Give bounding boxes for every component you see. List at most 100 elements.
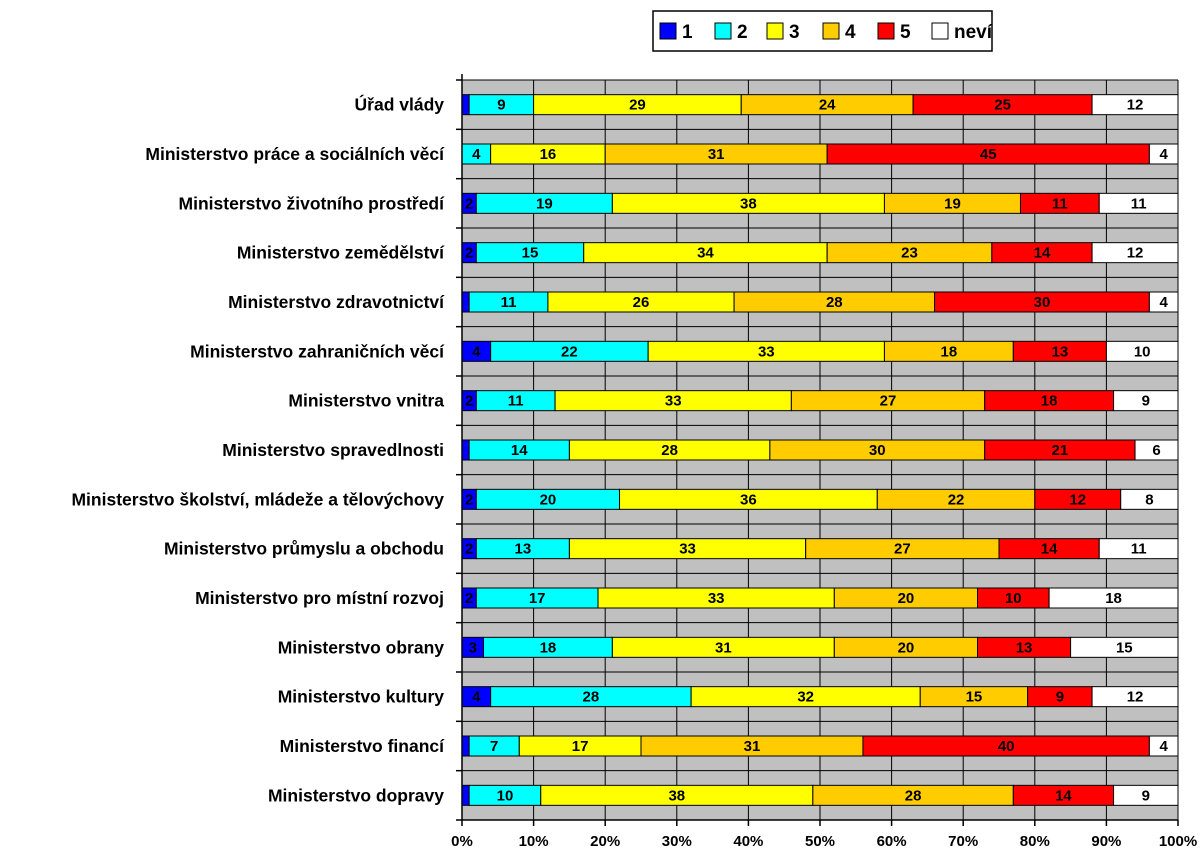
x-tick-label: 80% [1020,833,1050,850]
x-tick-labels: 0% 10% 20% 30% 40% 50% 60% 70% 80% 90% 100% [451,833,1197,850]
data-label: 18 [1105,590,1122,607]
data-label: 31 [708,146,725,163]
data-label: 8 [1145,491,1153,508]
data-label: 11 [508,393,524,410]
x-tick-label: 20% [590,833,620,850]
data-label: 2 [465,393,473,410]
data-label: 20 [898,590,915,607]
legend-label: 3 [789,22,800,43]
bar-segment [461,94,470,116]
data-label: 28 [583,689,600,706]
bar-segment [1048,587,1179,609]
data-label: 24 [819,97,836,114]
data-label: 19 [536,195,553,212]
data-label: 2 [465,245,473,262]
legend-label: 2 [737,22,748,43]
data-label: 15 [522,245,539,262]
legend-swatch [877,22,895,40]
data-label: 27 [880,393,897,410]
data-label: 13 [515,541,532,558]
data-label: 18 [941,343,958,360]
x-tick-label: 70% [948,833,978,850]
data-label: 10 [1005,590,1022,607]
legend-swatch [931,22,949,40]
bar-segment [1070,636,1179,658]
data-label: 34 [697,245,714,262]
data-label: 33 [679,541,696,558]
x-tick-label: 50% [805,833,835,850]
data-label: 13 [1016,639,1033,656]
category-label: Ministerstvo průmyslu a obchodu [164,539,444,559]
data-label: 21 [1052,442,1069,459]
legend-label: 5 [900,22,911,43]
data-label: 12 [1127,245,1144,262]
data-label: 26 [633,294,650,311]
category-label: Ministerstvo zemědělství [237,243,445,263]
data-label: 29 [629,97,646,114]
data-label: 33 [758,343,775,360]
data-label: 13 [1052,343,1069,360]
data-label: 33 [665,393,682,410]
data-label: 20 [540,491,557,508]
data-label: 19 [944,195,961,212]
data-label: 12 [1069,491,1086,508]
bar-segment [1091,686,1179,708]
category-label: Ministerstvo obrany [278,637,445,657]
data-label: 36 [740,491,757,508]
data-label: 31 [715,639,732,656]
bar-segment [1134,439,1179,461]
bar-segment [1091,94,1179,116]
data-label: 31 [744,738,761,755]
category-label: Ministerstvo financí [280,736,445,756]
x-tick-label: 100% [1159,833,1197,850]
x-tick-label: 30% [662,833,692,850]
legend-label: 4 [845,22,856,43]
data-label: 14 [511,442,528,459]
category-label: Ministerstvo práce a sociálních věcí [145,144,445,164]
data-label: 12 [1127,97,1144,114]
data-label: 14 [1034,245,1051,262]
category-label: Úřad vlády [355,94,445,115]
data-label: 6 [1152,442,1160,459]
bar-segment [1148,291,1179,313]
bar-segment [461,735,470,757]
data-label: 27 [894,541,911,558]
data-label: 28 [905,787,922,804]
bar-segment [461,784,470,806]
bar-segment [461,439,470,461]
data-label: 30 [1034,294,1051,311]
bar-segment [1091,242,1179,264]
category-label: Ministerstvo životního prostředí [179,193,446,213]
bar-segment [1113,390,1179,412]
legend-swatch [659,22,677,40]
legend-label: neví [954,22,993,43]
category-label: Ministerstvo pro místní rozvoj [195,588,444,608]
x-tick-label: 0% [451,833,473,850]
legend-label: 1 [682,22,693,43]
legend: 1 2 3 4 5 neví [652,10,993,52]
bar-segment [1105,340,1179,362]
data-label: 4 [472,343,481,360]
bar-segment [461,291,470,313]
x-tick-label: 90% [1091,833,1121,850]
data-label: 32 [797,689,814,706]
category-label: Ministerstvo vnitra [288,391,444,411]
data-label: 11 [1131,195,1147,212]
data-label: 18 [1041,393,1058,410]
data-label: 2 [465,541,473,558]
data-label: 45 [980,146,997,163]
data-label: 2 [465,590,473,607]
data-label: 22 [561,343,578,360]
data-label: 9 [1056,689,1064,706]
bar-segment [1098,538,1179,560]
data-label: 38 [740,195,757,212]
data-label: 17 [572,738,589,755]
data-label: 15 [966,689,983,706]
data-label: 4 [1160,294,1169,311]
category-label: Ministerstvo školství, mládeže a tělovýc… [71,489,444,509]
data-label: 11 [1052,195,1068,212]
data-label: 10 [1134,343,1151,360]
data-label: 28 [661,442,678,459]
x-tick-label: 60% [877,833,907,850]
